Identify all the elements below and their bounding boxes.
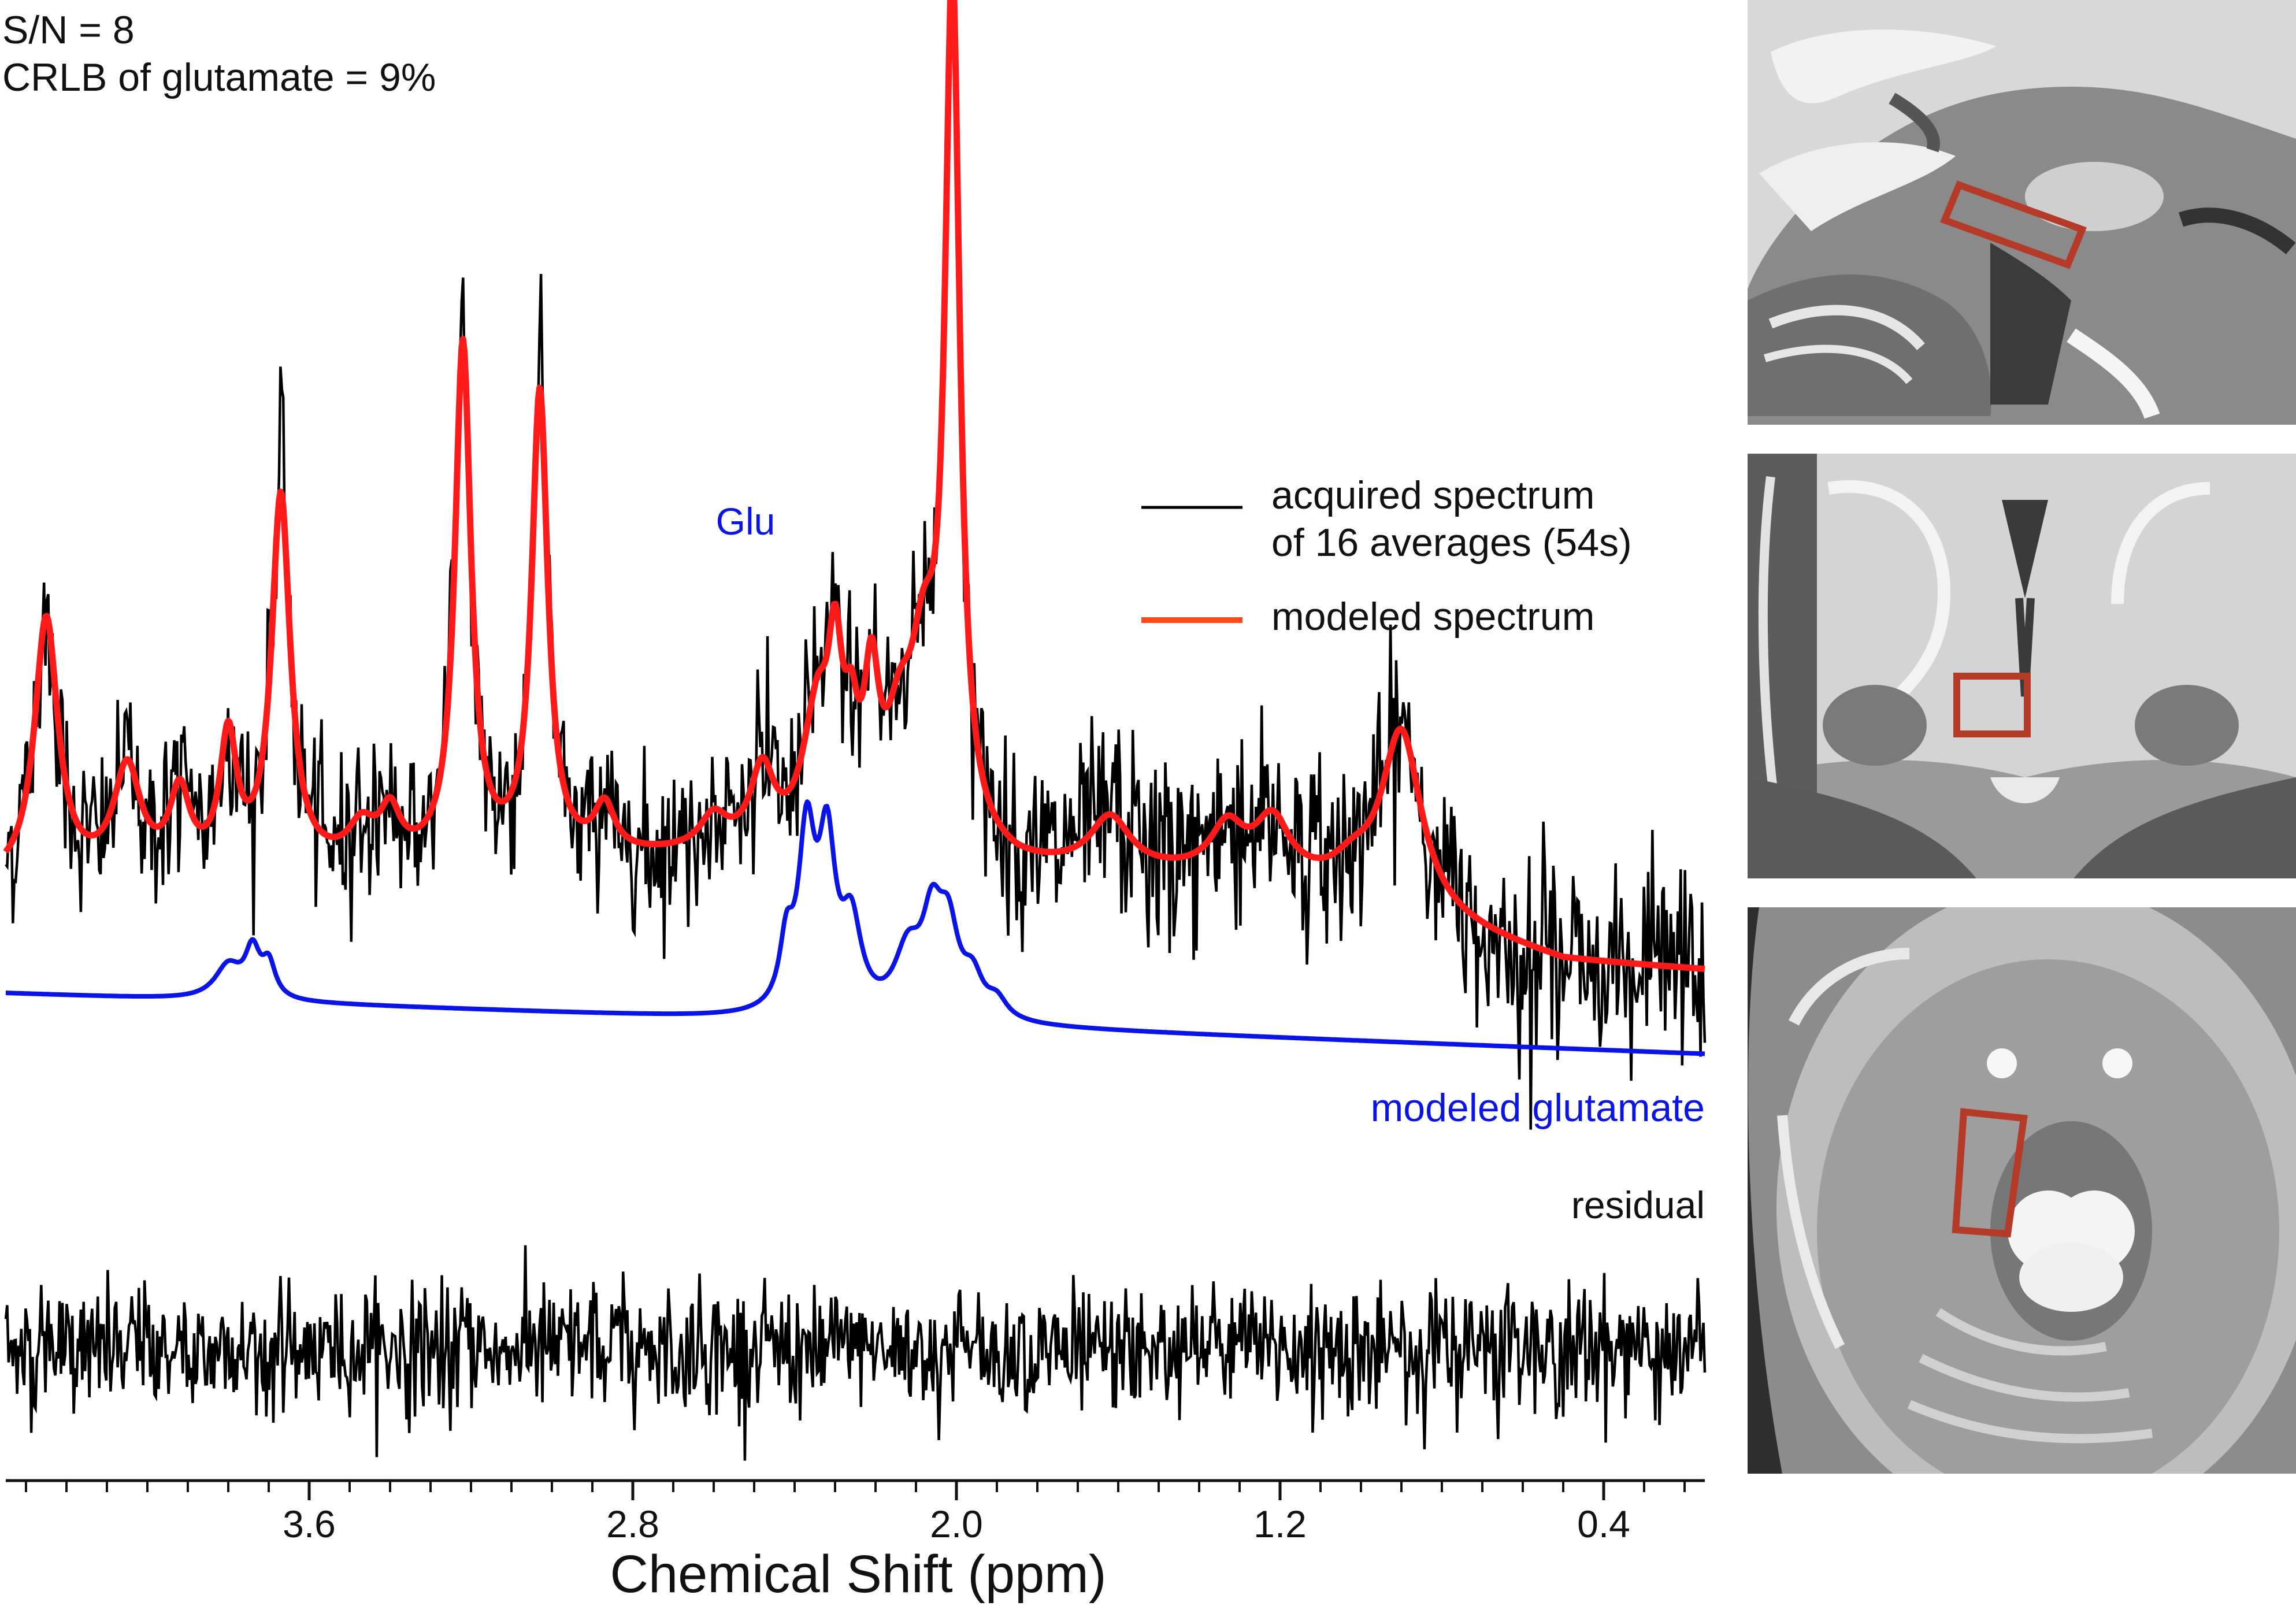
mri-sagittal-panel: [1748, 0, 2296, 445]
modeled-spectrum-line: [3, 0, 1707, 973]
legend-modeled-label: modeled spectrum: [1271, 595, 1594, 639]
spectrum-chart: Glu acquired spectrum of 16 averages (54…: [3, 0, 1707, 1604]
x-tick-label: 0.4: [1577, 1503, 1630, 1545]
x-axis-tick-labels: 3.6 2.8 2.0 1.2 0.4: [283, 1503, 1630, 1545]
x-axis-title: Chemical Shift (ppm): [610, 1545, 1107, 1604]
legend-acquired-label-line2: of 16 averages (54s): [1271, 521, 1632, 565]
mri-coronal-panel: [1748, 454, 2296, 899]
glutamate-series-label: modeled glutamate: [1371, 1086, 1705, 1130]
modeled-glutamate-line: [5, 799, 1706, 1056]
voxel-box-sagittal: [1940, 180, 2087, 269]
voxel-box-coronal: [1953, 673, 2031, 737]
x-tick-label: 2.8: [606, 1503, 659, 1545]
mri-axial-panel: [1748, 907, 2296, 1474]
legend-acquired-label: acquired spectrum: [1271, 473, 1594, 517]
x-tick-label: 3.6: [283, 1503, 336, 1545]
signal-to-noise-label: S/N = 8: [2, 8, 135, 52]
x-axis-ticks: [25, 1481, 1686, 1500]
glu-peak-label: Glu: [716, 500, 776, 543]
acquired-spectrum-line: [5, 0, 1707, 1130]
x-tick-label: 2.0: [930, 1503, 983, 1545]
residual-line: [4, 1245, 1707, 1461]
voxel-box-axial: [1952, 1108, 2028, 1238]
x-tick-label: 1.2: [1253, 1503, 1307, 1545]
crlb-label: CRLB of glutamate = 9%: [2, 55, 436, 99]
residual-series-label: residual: [1571, 1184, 1705, 1226]
